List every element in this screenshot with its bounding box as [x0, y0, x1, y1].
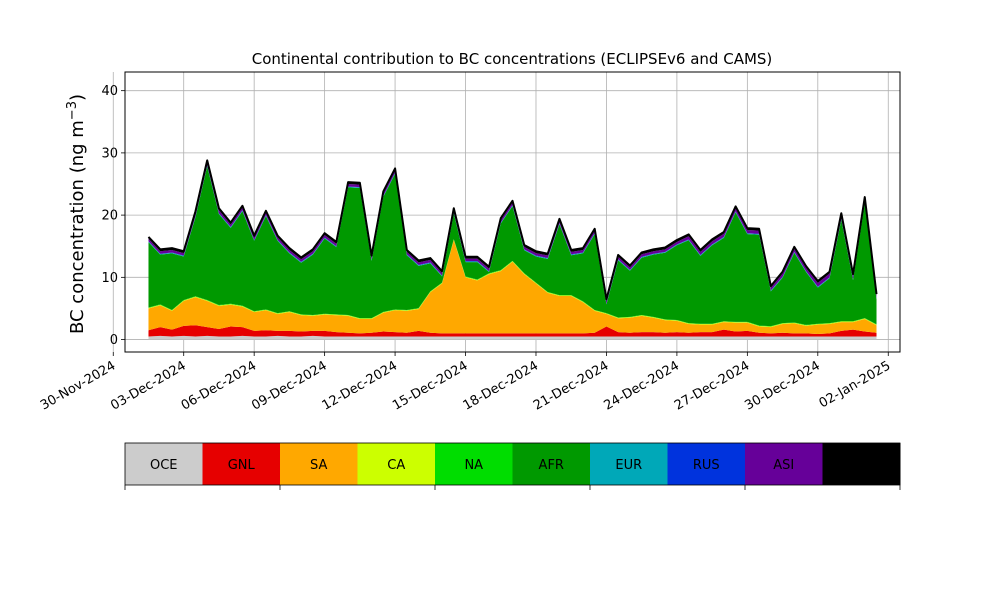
area-series-sa [148, 240, 877, 334]
y-axis-ticks: 0 10 20 30 40 [101, 84, 125, 348]
legend-swatch-afr [512, 443, 591, 485]
legend-swatch-eur [590, 443, 668, 485]
area-series-oce [148, 335, 877, 340]
legend-colorbar: OCE GNL SA CA NA AFR EUR RUS ASI AUS [124, 442, 901, 490]
legend-label-na: NA [464, 458, 483, 473]
legend-swatch-ca [357, 443, 436, 485]
plot-frame [124, 71, 901, 353]
legend-swatch-aus [822, 443, 901, 485]
y-axis-label-exponent: −3 [65, 101, 80, 120]
legend-swatch-rus [667, 443, 746, 485]
legend-label-sa: SA [310, 458, 327, 473]
legend-swatch-sa [280, 443, 358, 485]
legend-label-rus: RUS [693, 458, 720, 473]
area-series-afr [148, 166, 877, 327]
legend-label-afr: AFR [539, 458, 564, 473]
legend-label-eur: EUR [615, 458, 642, 473]
y-tick-label: 30 [101, 146, 118, 161]
total-outline [147, 159, 878, 301]
y-tick-label: 20 [101, 209, 118, 224]
legend-label-aus: AUS [848, 458, 875, 473]
area-series-gnl [148, 325, 877, 337]
legend-swatch-asi [745, 443, 823, 485]
legend-swatch-oce [125, 443, 203, 485]
y-tick-label: 0 [110, 333, 118, 348]
legend-swatch-na [435, 443, 513, 485]
legend-label-asi: ASI [773, 458, 794, 473]
y-axis-label: BC concentration (ng m−3) [65, 94, 88, 334]
legend-border [124, 442, 901, 486]
y-axis-label-main: BC concentration (ng m [67, 120, 88, 334]
legend-label-gnl: GNL [228, 458, 256, 473]
y-tick-label: 40 [101, 84, 118, 99]
legend-label-ca: CA [387, 458, 405, 473]
legend-swatch-gnl [202, 443, 281, 485]
area-series-group [148, 160, 877, 340]
total-outline-group [147, 159, 878, 301]
y-tick-label: 10 [101, 271, 118, 286]
legend-label-oce: OCE [150, 458, 178, 473]
chart-title: Continental contribution to BC concentra… [252, 50, 773, 68]
y-axis-label-close: ) [67, 94, 88, 101]
